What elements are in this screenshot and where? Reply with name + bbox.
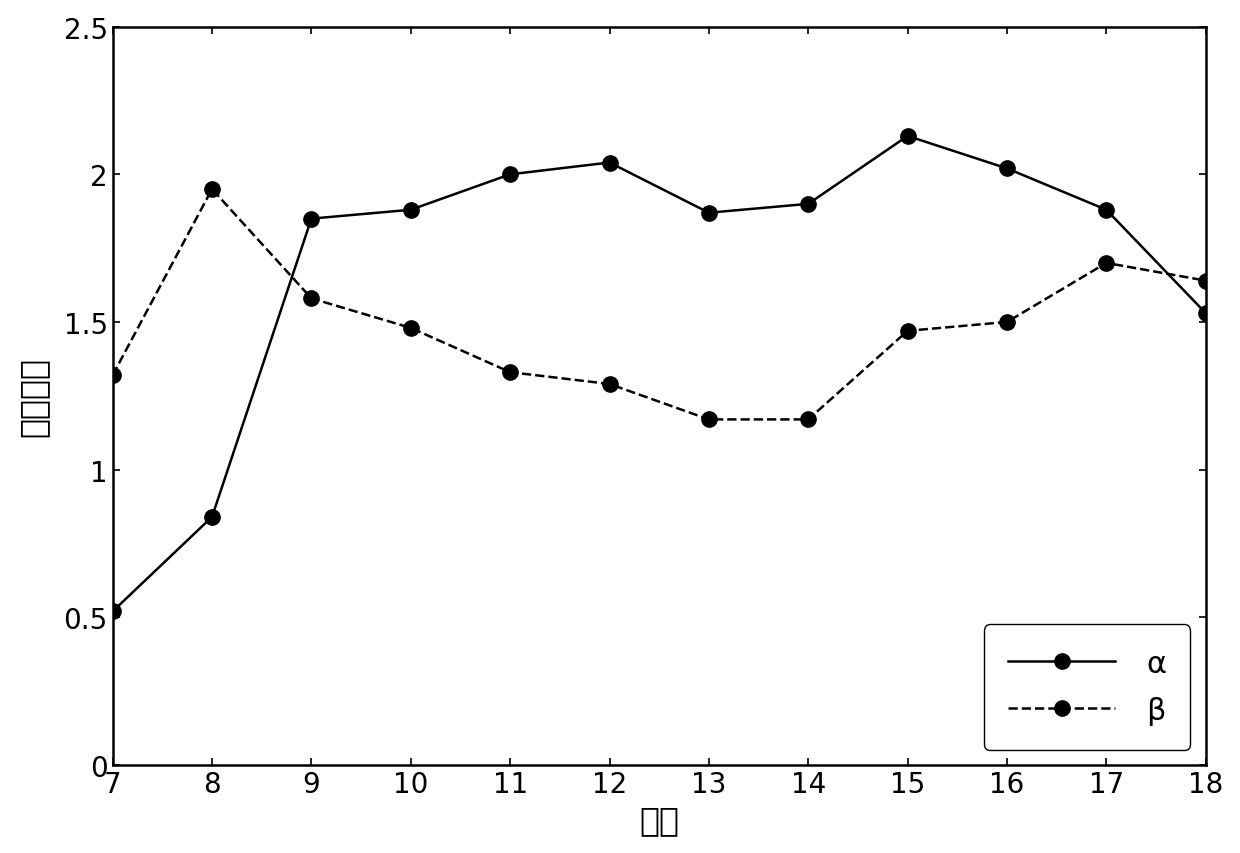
α — [502, 170, 517, 180]
β — [1099, 258, 1114, 269]
β — [205, 185, 219, 195]
α — [702, 208, 717, 218]
β — [105, 370, 120, 380]
α — [1198, 309, 1213, 319]
α — [900, 131, 915, 142]
β — [603, 380, 618, 390]
α — [603, 158, 618, 168]
Legend: α, β: α, β — [985, 624, 1190, 750]
β — [1198, 276, 1213, 287]
β — [304, 294, 319, 305]
α — [205, 512, 219, 522]
β — [999, 317, 1014, 328]
β — [702, 415, 717, 425]
β — [403, 323, 418, 334]
Y-axis label: 形状参数: 形状参数 — [16, 357, 50, 436]
α — [1099, 206, 1114, 216]
α — [999, 164, 1014, 174]
Line: α: α — [105, 129, 1214, 619]
α — [304, 214, 319, 224]
α — [403, 206, 418, 216]
α — [801, 200, 816, 210]
β — [502, 368, 517, 378]
β — [801, 415, 816, 425]
β — [900, 327, 915, 337]
Line: β: β — [105, 183, 1214, 427]
X-axis label: 时刻: 时刻 — [639, 804, 680, 836]
α — [105, 606, 120, 617]
